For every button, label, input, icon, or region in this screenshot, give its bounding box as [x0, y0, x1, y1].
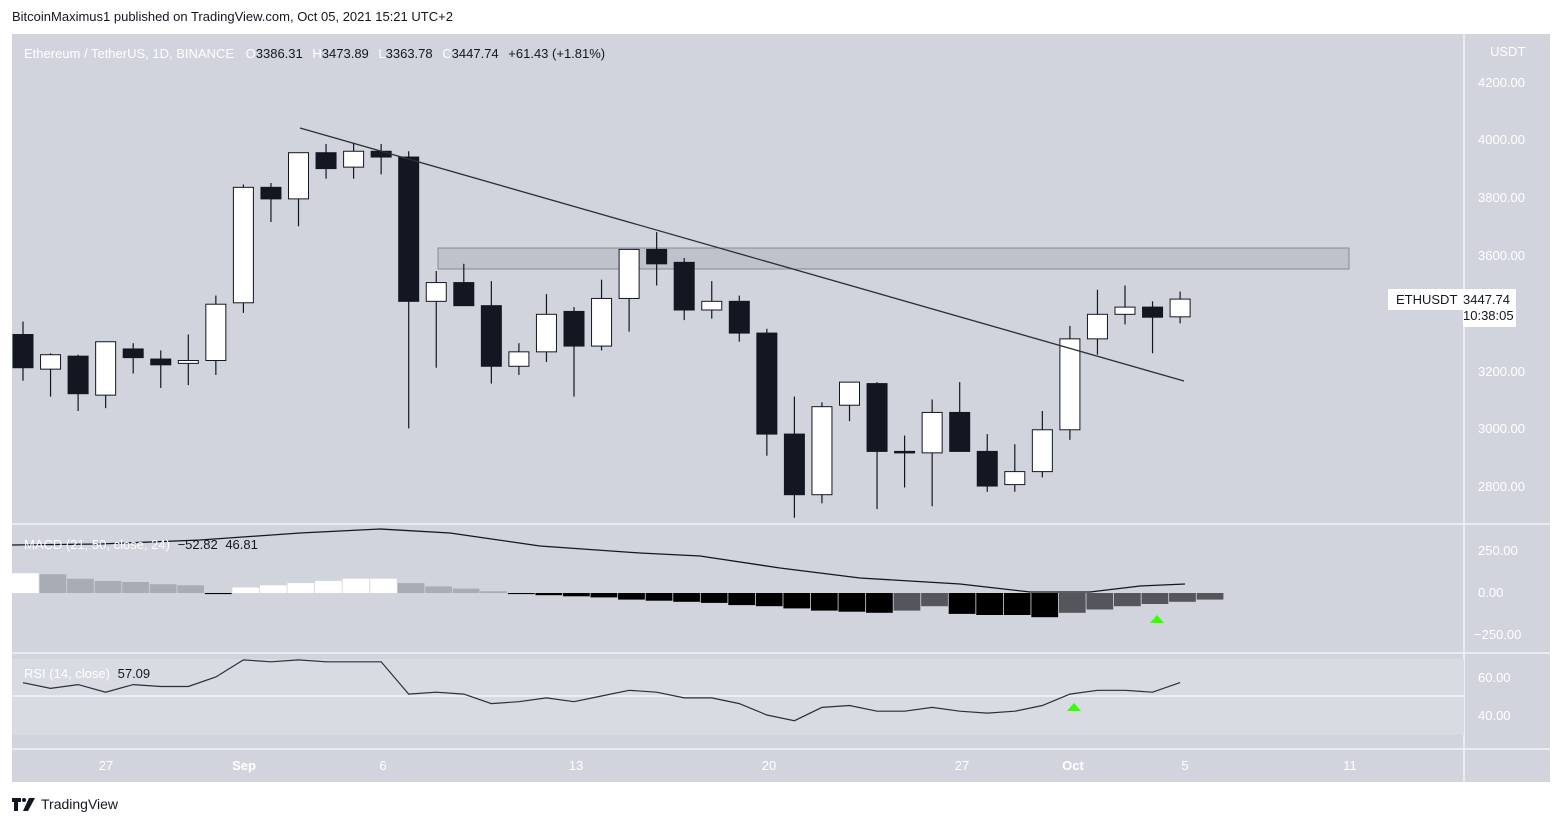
published-by-line: BitcoinMaximus1 published on TradingView…: [12, 9, 453, 24]
macd-title: MACD (21, 50, close, 24): [24, 537, 170, 552]
currency-label: USDT: [1490, 44, 1526, 59]
macd-signal-marker-icon: [1150, 615, 1164, 623]
candle: [1031, 411, 1053, 478]
candle: [288, 152, 309, 227]
resistance-zone[interactable]: [437, 247, 1350, 270]
time-tick: 11: [1343, 758, 1357, 773]
candle: [67, 354, 89, 412]
symbol-title: Ethereum / TetherUS, 1D, BINANCE: [24, 46, 235, 61]
candle: [315, 144, 337, 179]
candle: [232, 184, 254, 313]
candle: [1114, 285, 1136, 325]
time-tick: 13: [568, 758, 584, 773]
macd-signal-value: 46.81: [225, 537, 258, 552]
price-tag-symbol: ETHUSDT: [1388, 289, 1463, 310]
price-tick: 3000.00: [1478, 421, 1525, 436]
descending-trendline[interactable]: [299, 127, 1185, 382]
rsi-line: [22, 659, 1181, 722]
macd-tick: −250.00: [1474, 627, 1522, 642]
rsi-signal-marker-icon: [1067, 703, 1081, 711]
time-tick: 5: [1181, 758, 1189, 773]
open-value: 3386.31: [255, 46, 303, 61]
change-value: +61.43 (+1.81%): [508, 46, 606, 61]
candle: [122, 343, 144, 374]
candle: [1059, 325, 1081, 440]
bar-countdown: 10:38:05: [1463, 308, 1514, 323]
candle: [1004, 444, 1026, 492]
brand-name: TradingView: [41, 796, 119, 812]
price-tick: 4000.00: [1478, 132, 1525, 147]
rsi-value: 57.09: [117, 666, 151, 681]
candle: [343, 142, 365, 179]
candle: [177, 334, 199, 386]
time-tick: Sep: [232, 758, 256, 773]
rsi-tick: 60.00: [1478, 670, 1511, 685]
last-price-tag: ETHUSDT 3447.74 10:38:05: [1388, 289, 1516, 327]
macd-histogram: [12, 573, 1224, 618]
time-tick: Oct: [1062, 758, 1084, 773]
candle: [618, 248, 640, 332]
candle: [1086, 289, 1108, 355]
candlestick-series: [12, 142, 1191, 518]
candle: [150, 350, 172, 388]
macd-tick: 250.00: [1478, 543, 1518, 558]
candle: [894, 435, 916, 488]
candle: [508, 343, 530, 375]
macd-tick: 0.00: [1478, 585, 1504, 600]
chart-frame[interactable]: [12, 34, 1550, 782]
candle: [1169, 291, 1191, 324]
symbol-legend: Ethereum / TetherUS, 1D, BINANCE O3386.3…: [24, 46, 606, 61]
candle: [425, 271, 447, 368]
candle: [921, 399, 943, 507]
time-tick: 27: [954, 758, 970, 773]
macd-legend: MACD (21, 50, close, 24) −52.82 46.81: [24, 537, 258, 552]
candle: [535, 294, 557, 362]
candle: [756, 328, 778, 456]
candle: [866, 382, 888, 510]
candle: [205, 295, 227, 375]
macd-value: −52.82: [177, 537, 218, 552]
candle: [591, 279, 613, 351]
candle: [398, 151, 420, 429]
rsi-band: [12, 659, 1464, 735]
candle: [701, 281, 723, 319]
candle: [728, 295, 750, 342]
candle: [40, 353, 62, 397]
candle: [480, 281, 502, 384]
candle: [563, 307, 585, 397]
low-value: 3363.78: [385, 46, 433, 61]
candle: [811, 402, 833, 504]
price-tick: 3200.00: [1478, 364, 1525, 379]
macd-line: [11, 528, 1186, 593]
price-tick: 2800.00: [1478, 479, 1525, 494]
price-tick: 4200.00: [1478, 75, 1525, 90]
candle: [1142, 301, 1164, 354]
candle: [783, 396, 805, 518]
close-value: 3447.74: [451, 46, 499, 61]
candle: [839, 381, 860, 422]
high-value: 3473.89: [321, 46, 369, 61]
candle: [453, 263, 475, 307]
tradingview-brand[interactable]: TradingView: [12, 796, 118, 812]
candle: [95, 341, 117, 409]
price-tick: 3800.00: [1478, 190, 1525, 205]
price-tag-value: 3447.74 10:38:05: [1463, 289, 1516, 327]
rsi-title: RSI (14, close): [24, 666, 110, 681]
rsi-tick: 40.00: [1478, 708, 1511, 723]
time-tick: 27: [98, 758, 114, 773]
candle: [949, 382, 971, 452]
candle: [646, 232, 668, 286]
time-tick: 20: [761, 758, 777, 773]
tradingview-logo-icon: [12, 797, 35, 811]
rsi-legend: RSI (14, close) 57.09: [24, 666, 150, 681]
price-tick: 3600.00: [1478, 248, 1525, 263]
candle: [976, 434, 998, 492]
candle: [673, 258, 695, 321]
candle: [12, 321, 34, 381]
time-tick: 6: [379, 758, 387, 773]
candle: [260, 183, 282, 222]
